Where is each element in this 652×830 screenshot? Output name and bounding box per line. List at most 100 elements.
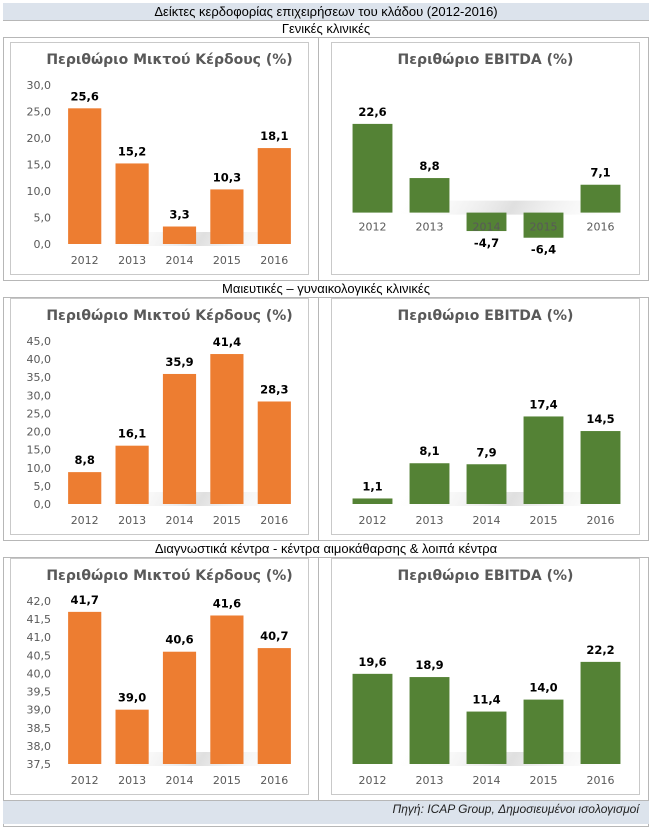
bar bbox=[409, 463, 450, 504]
x-tick-label: 2012 bbox=[359, 514, 387, 527]
data-label: 8,1 bbox=[419, 444, 439, 458]
bar-shadow bbox=[97, 232, 305, 246]
x-tick-label: 2015 bbox=[530, 774, 558, 787]
y-tick-label: 10,0 bbox=[27, 185, 52, 198]
chart-panel: Περιθώριο EBITDA (%) 19,6 2012 18,9 2013 11,4… bbox=[331, 558, 640, 795]
data-label: 22,6 bbox=[358, 105, 386, 119]
data-label: 40,7 bbox=[260, 629, 288, 643]
x-tick-label: 2015 bbox=[213, 774, 241, 787]
data-label: 14,5 bbox=[586, 412, 614, 426]
bar bbox=[466, 212, 507, 232]
chart-diagnostic-ebitda-margin: Περιθώριο EBITDA (%) 19,6 2012 18,9 2013 11,4… bbox=[352, 568, 636, 787]
chart-title: Περιθώριο Μικτού Κέρδους (%) bbox=[46, 52, 292, 68]
section-title-maternity-clinics: Μαιευτικές – γυναικολογικές κλινικές bbox=[3, 280, 649, 298]
x-tick-label: 2013 bbox=[118, 774, 146, 787]
section-title-general-clinics: Γενικές κλινικές bbox=[3, 20, 649, 38]
x-tick-label: 2016 bbox=[587, 221, 615, 234]
chart-maternity-gross-margin: Περιθώριο Μικτού Κέρδους (%) 0,0 5,0 10,0 15… bbox=[27, 308, 305, 527]
x-tick-label: 2014 bbox=[166, 774, 194, 787]
y-tick-label: 25,0 bbox=[27, 106, 52, 119]
bar bbox=[68, 108, 102, 244]
x-tick-label: 2012 bbox=[71, 514, 99, 527]
y-tick-label: 0,0 bbox=[34, 238, 52, 251]
bar bbox=[523, 416, 564, 504]
chart-panel: Περιθώριο Μικτού Κέρδους (%) 37,5 38,0 38,5… bbox=[10, 558, 309, 795]
x-tick-label: 2016 bbox=[260, 254, 288, 267]
y-tick-label: 45,0 bbox=[27, 335, 52, 348]
bar-shadow bbox=[97, 492, 305, 506]
y-tick-label: 15,0 bbox=[27, 159, 52, 172]
y-tick-label: 30,0 bbox=[27, 389, 52, 402]
bar bbox=[115, 709, 149, 764]
column-divider bbox=[318, 297, 319, 540]
bar-shadow bbox=[388, 752, 636, 766]
bar bbox=[210, 189, 244, 244]
data-label: 39,0 bbox=[118, 691, 146, 705]
y-tick-label: 40,0 bbox=[27, 667, 52, 680]
x-tick-label: 2015 bbox=[530, 514, 558, 527]
y-tick-label: 0,0 bbox=[34, 498, 52, 511]
bar bbox=[466, 464, 507, 504]
bar bbox=[115, 445, 149, 504]
data-label: 8,8 bbox=[419, 159, 439, 173]
x-tick-label: 2013 bbox=[416, 221, 444, 234]
data-label: -4,7 bbox=[474, 236, 499, 250]
data-label: 41,7 bbox=[71, 593, 99, 607]
bar bbox=[580, 431, 621, 504]
data-label: 16,1 bbox=[118, 427, 146, 441]
y-tick-label: 40,0 bbox=[27, 353, 52, 366]
source-note: Πηγή: ICAP Group, Δημοσιευμένοι ισολογισ… bbox=[3, 800, 649, 824]
bar bbox=[523, 699, 564, 764]
y-tick-label: 41,0 bbox=[27, 631, 52, 644]
bar bbox=[68, 611, 102, 764]
data-label: 3,3 bbox=[169, 208, 189, 222]
data-label: 35,9 bbox=[165, 355, 193, 369]
data-label: 41,6 bbox=[213, 596, 241, 610]
data-label: 17,4 bbox=[529, 397, 557, 411]
x-tick-label: 2012 bbox=[71, 254, 99, 267]
bar bbox=[352, 498, 393, 504]
chart-panel: Περιθώριο Μικτού Κέρδους (%) 0,0 5,0 10,0 15… bbox=[10, 42, 309, 275]
data-label: 19,6 bbox=[358, 655, 386, 669]
y-tick-label: 38,5 bbox=[27, 722, 52, 735]
bar bbox=[580, 184, 621, 213]
y-tick-label: 41,5 bbox=[27, 613, 52, 626]
bar bbox=[257, 401, 291, 504]
bar bbox=[257, 148, 291, 244]
data-label: 25,6 bbox=[71, 89, 99, 103]
y-tick-label: 5,0 bbox=[34, 480, 52, 493]
data-label: 18,1 bbox=[260, 129, 288, 143]
data-label: 10,3 bbox=[213, 170, 241, 184]
chart-title: Περιθώριο EBITDA (%) bbox=[398, 308, 574, 324]
y-tick-label: 39,5 bbox=[27, 686, 52, 699]
chart-panel: Περιθώριο EBITDA (%) 22,6 2012 8,8 2013 -4,7 2… bbox=[331, 42, 640, 275]
y-tick-label: 38,0 bbox=[27, 740, 52, 753]
column-divider bbox=[318, 557, 319, 800]
chart-title: Περιθώριο EBITDA (%) bbox=[398, 568, 574, 584]
bar bbox=[409, 677, 450, 764]
chart-general-ebitda-margin: Περιθώριο EBITDA (%) 22,6 2012 8,8 2013 -4,7 2… bbox=[352, 52, 636, 257]
x-tick-label: 2014 bbox=[473, 774, 501, 787]
data-label: 15,2 bbox=[118, 144, 146, 158]
bar bbox=[580, 661, 621, 764]
bar bbox=[115, 163, 149, 244]
bar bbox=[523, 212, 564, 238]
y-tick-label: 35,0 bbox=[27, 371, 52, 384]
bar bbox=[466, 711, 507, 764]
data-label: 1,1 bbox=[362, 479, 382, 493]
y-tick-label: 20,0 bbox=[27, 132, 52, 145]
y-tick-label: 30,0 bbox=[27, 79, 52, 92]
data-label: 41,4 bbox=[213, 335, 241, 349]
y-tick-label: 37,5 bbox=[27, 758, 52, 771]
bar-shadow bbox=[388, 492, 636, 506]
x-tick-label: 2014 bbox=[166, 514, 194, 527]
chart-general-gross-margin: Περιθώριο Μικτού Κέρδους (%) 0,0 5,0 10,0 15… bbox=[27, 52, 305, 267]
chart-panel: Περιθώριο Μικτού Κέρδους (%) 0,0 5,0 10,0 15… bbox=[10, 298, 309, 535]
bar bbox=[68, 472, 102, 504]
y-tick-label: 40,5 bbox=[27, 649, 52, 662]
bar-shadow bbox=[388, 200, 636, 215]
x-tick-label: 2016 bbox=[260, 514, 288, 527]
bar bbox=[162, 226, 197, 244]
x-tick-label: 2014 bbox=[166, 254, 194, 267]
x-tick-label: 2015 bbox=[213, 514, 241, 527]
